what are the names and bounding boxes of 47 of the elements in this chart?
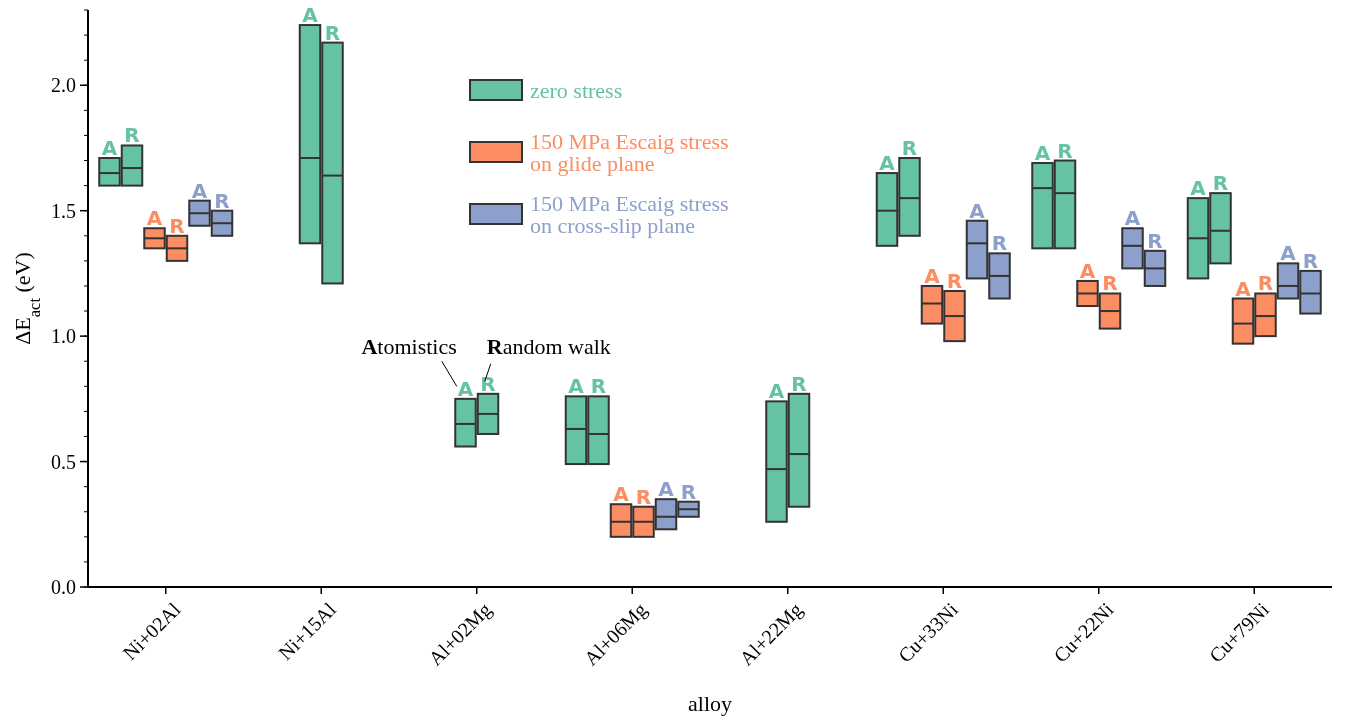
y-tick-label: 0.0 xyxy=(51,576,76,598)
text: A xyxy=(1190,176,1206,201)
text: A xyxy=(1280,241,1296,266)
text: R xyxy=(169,213,185,238)
text: R xyxy=(480,371,496,396)
text: A xyxy=(191,178,208,203)
text: A xyxy=(969,198,985,223)
text: A xyxy=(457,376,474,401)
text: A xyxy=(613,482,629,507)
text: R xyxy=(1302,248,1319,273)
text: A xyxy=(658,477,674,502)
text: R xyxy=(791,371,807,396)
text: R xyxy=(1147,228,1163,253)
text: A xyxy=(924,263,940,288)
text: R xyxy=(1257,271,1274,296)
text: A xyxy=(1124,206,1141,231)
legend-label: 150 MPa Escaig stress on glide plane xyxy=(530,128,729,176)
text: A xyxy=(768,379,785,404)
x-axis-title: alloy xyxy=(688,691,732,716)
y-tick-label: 1.5 xyxy=(51,199,76,222)
annotation: Atomistics xyxy=(361,333,457,359)
text: R xyxy=(590,374,607,399)
text: A xyxy=(1235,276,1251,301)
text: R xyxy=(635,484,652,509)
annotation: Random walk xyxy=(486,333,611,359)
text: A xyxy=(879,151,895,176)
legend-label: 150 MPa Escaig stress on cross-slip plane xyxy=(530,190,729,238)
y-tick-label: 1.0 xyxy=(51,325,76,348)
text: R xyxy=(324,20,341,45)
text: A xyxy=(146,206,163,231)
text: R xyxy=(1057,138,1073,163)
text: R xyxy=(991,231,1008,256)
y-tick-label: 0.5 xyxy=(51,450,76,473)
text: A xyxy=(101,136,118,161)
text: A xyxy=(568,374,584,399)
y-tick-label: 2.0 xyxy=(51,74,76,97)
text: A xyxy=(302,3,318,28)
legend-label: zero stress xyxy=(530,77,623,103)
text: R xyxy=(946,268,963,293)
text: R xyxy=(214,188,230,213)
text: R xyxy=(1102,271,1118,296)
text: R xyxy=(680,479,697,504)
text: R xyxy=(1212,171,1229,196)
text: A xyxy=(1079,258,1096,283)
text: R xyxy=(901,136,918,161)
text: A xyxy=(1034,141,1051,166)
text: R xyxy=(124,123,140,148)
